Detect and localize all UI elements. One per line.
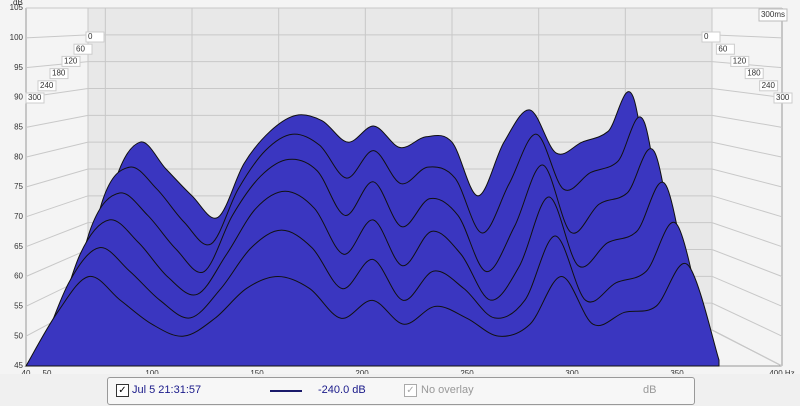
z-tick-label-left: 0 — [88, 32, 93, 41]
z-tick-label-left: 300 — [28, 93, 42, 102]
overlay-checkbox[interactable]: ✓ — [404, 384, 417, 397]
grid-line — [25, 88, 783, 98]
z-tick-label-left: 180 — [52, 69, 66, 78]
chart: 45 50 55 60 65 70 75 80 85 90 95 100 105 40 50 100 150 20… — [9, 0, 795, 374]
legend-level: -240.0 dB — [318, 384, 366, 396]
z-tick-label-left: 120 — [64, 57, 78, 66]
x-tick-label: 150 — [250, 369, 264, 374]
x-tick-label: 100 — [145, 369, 159, 374]
waterfall-slice — [25, 262, 720, 367]
z-tick-box — [773, 92, 793, 104]
slices — [25, 91, 720, 367]
z-tick-box — [730, 55, 750, 67]
time-unit-box — [758, 8, 788, 22]
y-tick-label: 70 — [14, 212, 23, 221]
y-axis-label: dB — [13, 0, 23, 7]
legend-line — [270, 390, 302, 392]
z-tick-label-left: 240 — [40, 81, 54, 90]
z-tick-box — [701, 31, 721, 43]
x-tick-label: 250 — [460, 369, 474, 374]
z-tick-box — [744, 68, 764, 80]
x-tick-label: 50 — [43, 369, 52, 374]
y-tick-label: 90 — [14, 93, 23, 102]
z-tick-box — [49, 68, 69, 80]
checkbox[interactable]: ✓ — [116, 384, 129, 397]
z-tick-box — [759, 80, 779, 92]
y-tick-label: 65 — [14, 242, 23, 251]
x-tick-label: 40 — [22, 369, 31, 374]
z-tick-box — [715, 43, 735, 55]
y-tick-label: 60 — [14, 272, 23, 281]
z-tick-box — [85, 31, 105, 43]
y-tick-label: 95 — [14, 63, 23, 72]
z-tick-box — [73, 43, 93, 55]
y-tick-label: 75 — [14, 182, 23, 191]
time-unit-label: 300ms — [761, 10, 785, 19]
z-tick-label-right: 60 — [718, 44, 727, 53]
grid-line — [25, 34, 783, 39]
grid-line — [25, 141, 783, 158]
z-tick-label-left: 60 — [76, 44, 85, 53]
unit-label: dB — [643, 384, 657, 396]
z-tick-box — [61, 55, 81, 67]
z-tick-box — [25, 92, 45, 104]
z-tick-label-right: 0 — [704, 32, 709, 41]
x-tick-label: 300 — [565, 369, 579, 374]
z-tick-label-right: 180 — [747, 69, 761, 78]
legend: ✓ Jul 5 21:31:57 -240.0 dB ✓ No overlay … — [107, 377, 695, 405]
x-tick-label: 350 — [670, 369, 684, 374]
z-tick-label-right: 240 — [762, 81, 776, 90]
x-tick-label: 400 Hz — [769, 369, 794, 374]
y-tick-label: 45 — [14, 361, 23, 370]
y-tick-label: 100 — [10, 33, 24, 42]
y-tick-label: 50 — [14, 331, 23, 340]
z-tick-label-right: 300 — [776, 93, 790, 102]
z-tick-label-right: 120 — [733, 57, 747, 66]
grid-line — [711, 8, 783, 367]
y-tick-label: 80 — [14, 152, 23, 161]
grid-line — [25, 114, 783, 128]
y-tick-label: 85 — [14, 122, 23, 131]
y-tick-label: 55 — [14, 301, 23, 310]
x-tick-label: 200 — [355, 369, 369, 374]
labels: 45 50 55 60 65 70 75 80 85 90 95 100 105 40 50 100 150 20… — [10, 3, 795, 374]
y-tick-label: 105 — [10, 3, 24, 12]
overlay-label: No overlay — [421, 384, 474, 396]
z-tick-box — [37, 80, 57, 92]
legend-label: Jul 5 21:31:57 — [132, 384, 202, 396]
